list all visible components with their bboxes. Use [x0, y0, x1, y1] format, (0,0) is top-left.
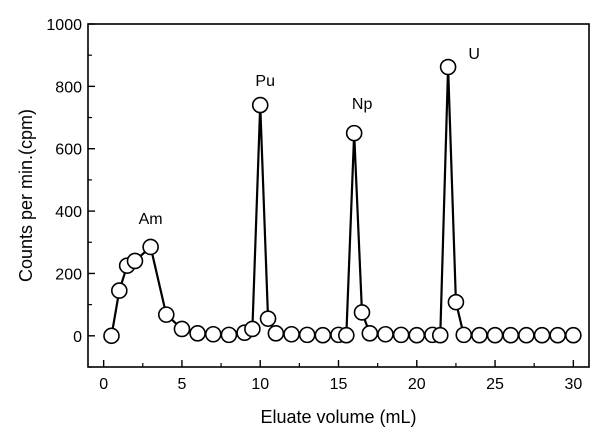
- data-point: [283, 325, 300, 343]
- series-line: [110, 65, 574, 337]
- data-point: [408, 326, 426, 344]
- x-tick-label: 20: [408, 376, 426, 393]
- data-point: [471, 326, 488, 344]
- data-point: [259, 310, 277, 327]
- data-point: [173, 320, 191, 338]
- data-point: [431, 326, 449, 344]
- data-point: [157, 306, 175, 323]
- data-point: [439, 58, 457, 76]
- x-tick-label: 30: [564, 376, 582, 393]
- data-point: [267, 325, 285, 342]
- peak-annotations: Am Pu Np U: [139, 46, 480, 228]
- data-point: [345, 124, 363, 142]
- y-tick-label: 0: [73, 329, 82, 346]
- data-point: [298, 326, 316, 344]
- data-point: [251, 96, 269, 114]
- data-point: [142, 238, 159, 256]
- data-point: [204, 325, 222, 343]
- x-tick-label: 15: [330, 376, 348, 393]
- y-tick-label: 1000: [46, 17, 82, 34]
- x-tick-label: 5: [177, 376, 186, 393]
- data-point: [111, 282, 128, 299]
- data-point: [103, 327, 120, 345]
- data-point: [126, 252, 144, 270]
- data-point: [502, 326, 520, 344]
- data-point: [220, 326, 238, 344]
- data-point: [353, 304, 371, 321]
- x-tick-label: 25: [486, 376, 504, 393]
- tick-labels: 0 5 10 15 20 25 30 0 200 400 600 800 1000: [46, 17, 582, 393]
- y-axis-title: Counts per min.(cpm): [16, 109, 36, 282]
- y-tick-label: 400: [55, 204, 82, 221]
- data-point: [565, 326, 582, 344]
- data-point: [189, 325, 206, 342]
- data-point: [361, 325, 379, 342]
- data-point: [377, 325, 394, 343]
- y-tick-label: 600: [55, 142, 82, 159]
- data-point: [486, 326, 504, 344]
- axis-ticks: [88, 23, 575, 368]
- data-point: [549, 326, 566, 344]
- data-point: [447, 293, 465, 311]
- data-series: [103, 58, 582, 345]
- peak-label: Np: [352, 96, 373, 113]
- data-point: [455, 326, 473, 344]
- data-point: [533, 326, 551, 344]
- x-axis-title: Eluate volume (mL): [260, 407, 416, 427]
- x-tick-label: 0: [99, 376, 108, 393]
- data-point: [518, 326, 535, 344]
- peak-label: U: [468, 46, 480, 63]
- data-point: [244, 320, 261, 338]
- peak-label: Am: [139, 211, 163, 228]
- peak-label: Pu: [255, 73, 275, 90]
- x-tick-label: 10: [251, 376, 269, 393]
- data-point: [392, 326, 410, 344]
- y-tick-label: 800: [55, 79, 82, 96]
- data-point: [338, 326, 355, 344]
- data-point: [314, 326, 332, 344]
- y-tick-label: 200: [55, 266, 82, 283]
